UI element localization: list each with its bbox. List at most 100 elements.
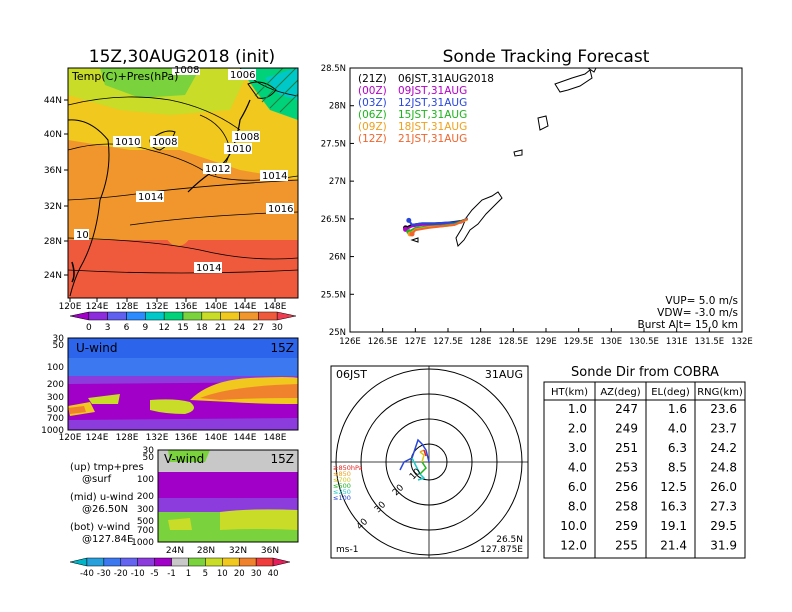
isobar-label-bg [232, 131, 260, 142]
note-line: @127.84E [82, 534, 133, 545]
track-endpoint [409, 231, 415, 237]
isobar-label-bg [203, 163, 231, 174]
table-cell: 259 [615, 519, 638, 533]
lon-tick-label: 131E [666, 337, 688, 347]
pressure-legend-item: ≥850hPa [333, 464, 363, 472]
polar-plot [331, 366, 528, 558]
map-lat-axis: 44N 40N 36N 32N 28N 24N [44, 96, 68, 281]
ring-label: 40 [355, 517, 370, 532]
colorbar-label: 18 [196, 323, 208, 333]
table-cell: 21.4 [660, 539, 687, 553]
isobar-label-bg [228, 69, 256, 80]
wind-colorbar-label: -30 [97, 569, 111, 579]
wind-colorbar-swatch [154, 557, 172, 567]
wind-colorbar-label: 10 [217, 569, 228, 579]
isobar-label: 1008 [174, 65, 199, 76]
wind-colorbar-swatch [86, 557, 105, 567]
table-cell: 29.5 [710, 519, 737, 533]
lat-tick-label: 28N [44, 237, 62, 247]
lat-tick-label: 25N [329, 328, 346, 338]
vwind-label: V-wind [164, 452, 204, 466]
param-burst: Burst Alt= 15.0 km [638, 319, 738, 331]
wind-colorbar-swatch [103, 557, 122, 567]
wind-colorbar-swatch [272, 557, 291, 567]
lon-tick-label: 126.5E [368, 337, 398, 347]
isobar-label: 1008 [234, 132, 259, 143]
legend-run: (00Z) [358, 85, 387, 97]
uwind-frame [67, 337, 299, 431]
isobar-label: 1014 [138, 192, 163, 203]
vwind-plot [158, 450, 298, 542]
lat-tick-label: 26N [329, 253, 346, 263]
lat-tick-label: 40N [44, 130, 62, 140]
pressure-tick-label: 200 [137, 492, 154, 502]
lat-tick-label: 24N [166, 546, 184, 556]
wind-colorbar-swatch [255, 557, 274, 567]
table-header: EL(deg) [651, 387, 690, 398]
map-frame [67, 67, 299, 299]
table-cell: 1.0 [568, 402, 587, 416]
colorbar-swatch [239, 311, 259, 321]
wind-colorbar-swatch [205, 557, 223, 567]
wind-colorbar-swatch [137, 557, 155, 567]
table-cell: 2.0 [568, 422, 587, 436]
notes: (up) tmp+pres @surf (mid) u-wind @26.50N… [70, 462, 144, 545]
vwind-time: 15Z [271, 452, 295, 466]
table-cell: 249 [615, 422, 638, 436]
track-map [403, 68, 597, 247]
table-cell: 26.0 [710, 480, 737, 494]
lon-tick-label: 128E [470, 337, 492, 347]
sonde-direction-table: HT(km) AZ(deg) EL(deg) RNG(km) 1.0 247 1.6 23.6… [543, 381, 746, 559]
colorbar-swatch [276, 311, 297, 321]
pressure-legend-item: ≤500 [333, 482, 351, 490]
lat-tick-label: 36N [44, 166, 62, 176]
vwind-frame [157, 449, 299, 543]
colorbar-swatch [258, 311, 278, 321]
pressure-tick-label: 1000 [131, 538, 154, 548]
legend-run: (09Z) [358, 121, 387, 133]
note-line: @26.50N [82, 504, 128, 515]
note-line: (bot) v-wind [70, 522, 130, 533]
colorbar-label: 12 [158, 323, 169, 333]
wind-colorbar-label: 30 [251, 569, 262, 579]
lon-tick-label: 127.5E [433, 337, 463, 347]
isobar-label: 1010 [226, 144, 251, 155]
isobar-label: 1014 [196, 263, 221, 274]
legend-run: (12Z) [358, 133, 387, 145]
lon-tick-label: 130E [601, 337, 623, 347]
isobar-label: 1006 [230, 70, 255, 81]
pressure-tick-label: 30 [53, 334, 65, 344]
track-legend: (21Z) 06JST,31AUG2018 (00Z) 09JST,31AUG (03Z… [358, 73, 494, 145]
table-cell: 12.5 [660, 480, 687, 494]
ring-label: 10 [408, 467, 423, 482]
lon-tick-label: 126E [339, 337, 361, 347]
wind-colorbar: -40 -30 -20 -10 -5 -1 1 5 10 20 30 40 [69, 557, 291, 579]
pressure-tick-label: 200 [47, 380, 64, 390]
wind-colorbar-swatch [222, 557, 240, 567]
table-cell: 12.0 [560, 539, 587, 553]
table-title: Sonde Dir from COBRA [571, 365, 719, 380]
pressure-tick-label: 50 [143, 453, 155, 463]
pressure-legend-item: ≤100 [333, 494, 351, 502]
isobar-label: 1014 [262, 171, 287, 182]
lon-tick-label: 136E [175, 433, 198, 443]
uwind-label: U-wind [76, 341, 117, 355]
colorbar-swatch [145, 311, 165, 321]
colorbar-label: 0 [86, 323, 92, 333]
lon-tick-label: 124E [86, 433, 109, 443]
lat-tick-label: 28N [197, 546, 215, 556]
wind-colorbar-label: -40 [80, 569, 94, 579]
lon-tick-label: 144E [234, 433, 257, 443]
table-cell: 8.0 [568, 500, 587, 514]
param-vup: VUP= 5.0 m/s [665, 295, 738, 307]
isobar-label-bg [113, 136, 141, 147]
pressure-tick-label: 700 [137, 526, 154, 536]
wind-colorbar-label: -1 [167, 569, 175, 579]
pressure-tick-label: 300 [137, 505, 154, 515]
colorbar-label: 27 [253, 323, 264, 333]
lon-tick-label: 128E [116, 302, 139, 312]
polar-right-label: 31AUG [485, 368, 523, 381]
lon-tick-label: 120E [59, 302, 82, 312]
